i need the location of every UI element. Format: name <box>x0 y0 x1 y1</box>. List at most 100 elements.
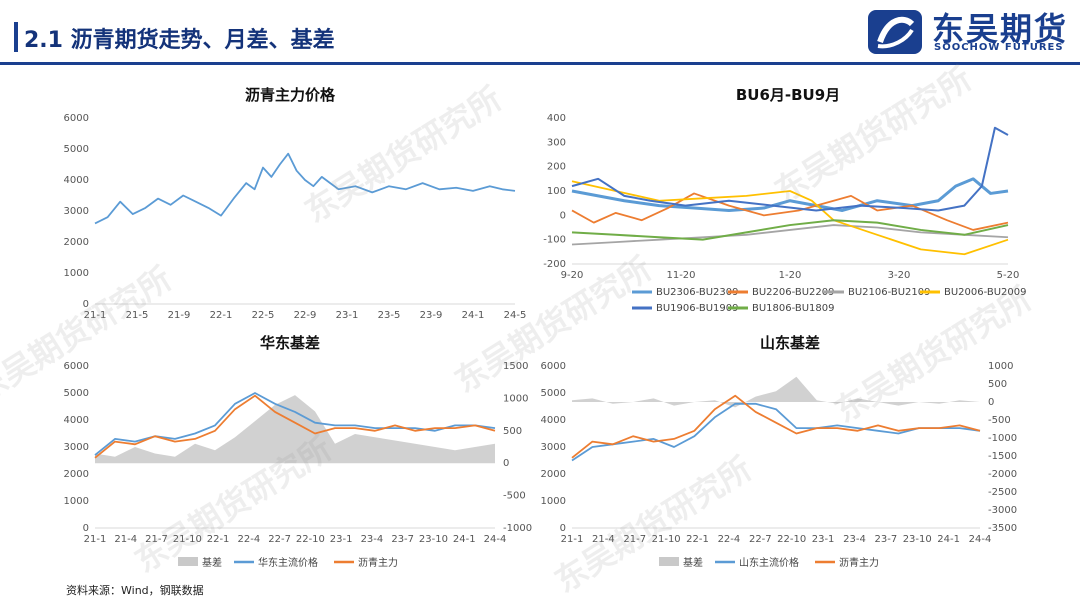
x-tick-label: 21-7 <box>623 534 646 545</box>
header-divider <box>0 62 1080 65</box>
x-tick-label: 23-7 <box>391 534 414 545</box>
x-tick-label: 1-20 <box>779 270 802 281</box>
legend-label: BU2206-BU2209 <box>752 287 835 298</box>
x-tick-label: 5-20 <box>997 270 1020 281</box>
y2-tick-label: -500 <box>988 415 1011 426</box>
x-tick-label: 22-10 <box>296 534 325 545</box>
y2-tick-label: -1500 <box>988 451 1017 462</box>
y2-tick-label: 500 <box>503 426 522 437</box>
x-tick-label: 23-1 <box>330 534 353 545</box>
chart-east-basis: 华东基差 0 1000 2000 3000 4000 5000 6000 -1000 -500 0 5… <box>40 326 540 576</box>
chart-spread-svg: BU6月-BU9月 -200 -100 0 100 200 300 400 9-20 11-20 1… <box>543 86 1026 314</box>
legend-swatch <box>178 557 198 566</box>
x-tick-label: 21-4 <box>114 534 137 545</box>
soochow-logo-icon <box>868 10 922 54</box>
chart-title: BU6月-BU9月 <box>736 86 840 104</box>
y-tick-label: 1000 <box>541 496 566 507</box>
x-tick-label: 23-9 <box>420 310 443 321</box>
x-tick-label: 21-4 <box>592 534 615 545</box>
page-title: 2.1 沥青期货走势、月差、基差 <box>24 28 335 53</box>
x-tick-label: 21-7 <box>145 534 168 545</box>
x-tick-label: 22-7 <box>749 534 772 545</box>
series-line <box>94 152 516 225</box>
series-line <box>94 394 496 459</box>
legend-swatch <box>659 557 679 566</box>
y-tick-label: 0 <box>560 210 566 221</box>
x-tick-label: 21-1 <box>561 534 584 545</box>
x-tick-label: 22-4 <box>237 534 260 545</box>
x-tick-label: 24-1 <box>462 310 485 321</box>
x-tick-label: 3-20 <box>888 270 911 281</box>
series-line <box>571 394 981 459</box>
x-tick-label: 24-4 <box>484 534 507 545</box>
y2-tick-label: -1000 <box>503 523 532 534</box>
y2-tick-label: 0 <box>988 397 994 408</box>
x-tick-label: 22-5 <box>252 310 275 321</box>
x-tick-label: 23-5 <box>378 310 401 321</box>
y-tick-label: 4000 <box>64 415 89 426</box>
x-tick-label: 11-20 <box>666 270 695 281</box>
y2-tick-label: 1000 <box>503 393 528 404</box>
chart-title: 山东基差 <box>760 334 820 352</box>
logo-chinese-text: 东吴期货 <box>932 10 1069 48</box>
y2-tick-label: -2500 <box>988 487 1017 498</box>
x-tick-label: 23-7 <box>874 534 897 545</box>
series-line <box>571 177 1009 212</box>
y2-tick-label: 0 <box>503 458 509 469</box>
x-tick-label: 23-10 <box>903 534 932 545</box>
y2-tick-label: 1000 <box>988 361 1013 372</box>
x-tick-label: 23-4 <box>843 534 866 545</box>
legend-label: 华东主流价格 <box>258 556 318 569</box>
series-line <box>571 219 1009 241</box>
x-tick-label: 21-5 <box>126 310 149 321</box>
legend-label: 沥青主力 <box>358 556 398 569</box>
x-tick-label: 21-1 <box>84 310 107 321</box>
series-area-basis <box>572 376 980 408</box>
x-tick-label: 22-4 <box>718 534 741 545</box>
legend-label: 沥青主力 <box>839 556 879 569</box>
y2-tick-label: -3000 <box>988 505 1017 516</box>
y-tick-label: 200 <box>547 162 566 173</box>
y-tick-label: -200 <box>543 259 566 270</box>
legend-label: BU1806-BU1809 <box>752 303 835 314</box>
y-tick-label: 5000 <box>64 388 89 399</box>
y-tick-label: 6000 <box>541 361 566 372</box>
y-tick-label: 0 <box>83 299 89 310</box>
legend-label: BU2106-BU2109 <box>848 287 931 298</box>
x-tick-label: 21-1 <box>84 534 107 545</box>
title-accent-bar <box>14 22 18 52</box>
x-tick-label: 22-1 <box>686 534 709 545</box>
series-line <box>571 180 1009 256</box>
x-tick-label: 24-1 <box>937 534 960 545</box>
chart-title: 沥青主力价格 <box>245 86 336 104</box>
chart-east-svg: 华东基差 0 1000 2000 3000 4000 5000 6000 -1000 -500 0 5… <box>64 334 533 569</box>
chart-title: 华东基差 <box>260 334 320 352</box>
x-tick-label: 22-1 <box>207 534 230 545</box>
logo-english-text: SOOCHOW FUTURES <box>934 42 1064 53</box>
legend-label: 山东主流价格 <box>739 556 799 569</box>
x-tick-label: 21-9 <box>168 310 191 321</box>
x-tick-label: 22-9 <box>294 310 317 321</box>
y-tick-label: 3000 <box>541 442 566 453</box>
x-tick-label: 22-10 <box>777 534 806 545</box>
y-tick-label: 3000 <box>64 206 89 217</box>
y-tick-label: 400 <box>547 113 566 124</box>
x-tick-label: 23-10 <box>419 534 448 545</box>
y2-tick-label: -1000 <box>988 433 1017 444</box>
y-tick-label: 2000 <box>64 237 89 248</box>
y-tick-label: 300 <box>547 137 566 148</box>
x-tick-label: 23-1 <box>812 534 835 545</box>
legend-label: 基差 <box>202 556 222 569</box>
x-tick-label: 21-10 <box>173 534 202 545</box>
series-line <box>571 224 1009 246</box>
y2-tick-label: 1500 <box>503 361 528 372</box>
x-tick-label: 24-5 <box>504 310 527 321</box>
y-tick-label: 3000 <box>64 442 89 453</box>
y-tick-label: 2000 <box>64 469 89 480</box>
data-source-note: 资料来源：Wind，钢联数据 <box>66 584 204 597</box>
y-tick-label: 6000 <box>64 361 89 372</box>
series-line <box>571 192 1009 231</box>
legend-label: BU2306-BU2309 <box>656 287 739 298</box>
y-tick-label: 0 <box>83 523 89 534</box>
y-tick-label: 1000 <box>64 268 89 279</box>
